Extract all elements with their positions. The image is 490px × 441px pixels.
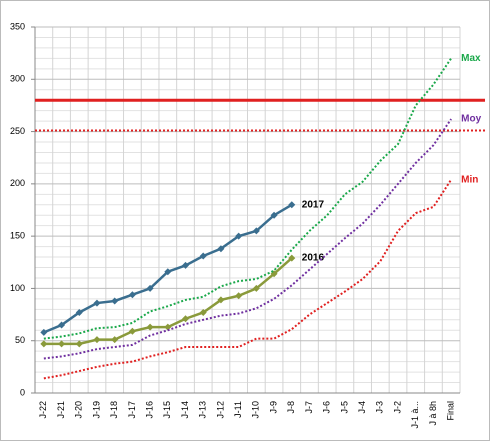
data-point xyxy=(40,328,48,336)
data-point xyxy=(235,232,243,240)
data-point xyxy=(128,327,136,335)
x-tick-label: J-9 xyxy=(268,401,278,414)
data-point xyxy=(128,291,136,299)
data-point xyxy=(58,321,66,329)
y-tick-label: 250 xyxy=(10,126,25,136)
data-point xyxy=(252,284,260,292)
x-tick-label: J-10 xyxy=(251,401,261,419)
series-line xyxy=(43,57,452,340)
data-point xyxy=(146,284,154,292)
data-point xyxy=(111,297,119,305)
x-tick-label: J-5 xyxy=(339,401,349,414)
data-point xyxy=(199,252,207,260)
x-tick-label: J-18 xyxy=(109,401,119,419)
x-tick-label: J-19 xyxy=(91,401,101,419)
series-line xyxy=(43,118,452,360)
x-tick-label: J-13 xyxy=(198,401,208,419)
series-line xyxy=(43,179,452,380)
series-label: 2016 xyxy=(302,253,325,264)
x-tick-label: J-2 xyxy=(392,401,402,414)
x-tick-label: J-20 xyxy=(74,401,84,419)
y-tick-label: 100 xyxy=(10,283,25,293)
data-point xyxy=(182,315,190,323)
x-tick-label: J à 8h xyxy=(428,401,438,426)
x-tick-label: J-21 xyxy=(56,401,66,419)
data-point xyxy=(164,323,172,331)
data-point xyxy=(40,340,48,348)
data-point xyxy=(164,268,172,276)
series-label: 2017 xyxy=(302,199,325,210)
y-tick-label: 300 xyxy=(10,74,25,84)
data-point xyxy=(252,227,260,235)
data-point xyxy=(111,336,119,344)
data-point xyxy=(217,245,225,253)
series-label: Max xyxy=(461,53,481,64)
data-point xyxy=(58,340,66,348)
x-tick-label: J-17 xyxy=(127,401,137,419)
x-tick-label: J-16 xyxy=(144,401,154,419)
data-point xyxy=(217,296,225,304)
x-tick-label: J-7 xyxy=(304,401,314,414)
x-tick-label: J-6 xyxy=(322,401,332,414)
x-tick-label: J-15 xyxy=(162,401,172,419)
x-tick-label: J-4 xyxy=(357,401,367,414)
data-point xyxy=(93,299,101,307)
x-tick-label: J-8 xyxy=(286,401,296,414)
data-point xyxy=(288,254,296,262)
series-label: Moy xyxy=(461,114,481,125)
series-label: Min xyxy=(461,174,478,185)
x-tick-label: J-22 xyxy=(38,401,48,419)
y-tick-label: 200 xyxy=(10,178,25,188)
x-tick-label: Final xyxy=(446,401,456,421)
data-point xyxy=(75,308,83,316)
y-tick-label: 0 xyxy=(20,387,25,397)
data-point xyxy=(270,211,278,219)
x-tick-label: J-12 xyxy=(215,401,225,419)
x-tick-label: J-1 à... xyxy=(410,401,420,429)
data-point xyxy=(182,261,190,269)
data-point xyxy=(93,336,101,344)
x-tick-label: J-11 xyxy=(233,401,243,418)
data-point xyxy=(75,340,83,348)
y-tick-label: 150 xyxy=(10,231,25,241)
data-point xyxy=(288,201,296,209)
data-point xyxy=(199,308,207,316)
data-point xyxy=(146,323,154,331)
y-tick-label: 350 xyxy=(10,21,25,31)
y-tick-label: 50 xyxy=(15,335,25,345)
x-tick-label: J-14 xyxy=(180,401,190,419)
data-point xyxy=(235,292,243,300)
x-tick-label: J-3 xyxy=(375,401,385,414)
